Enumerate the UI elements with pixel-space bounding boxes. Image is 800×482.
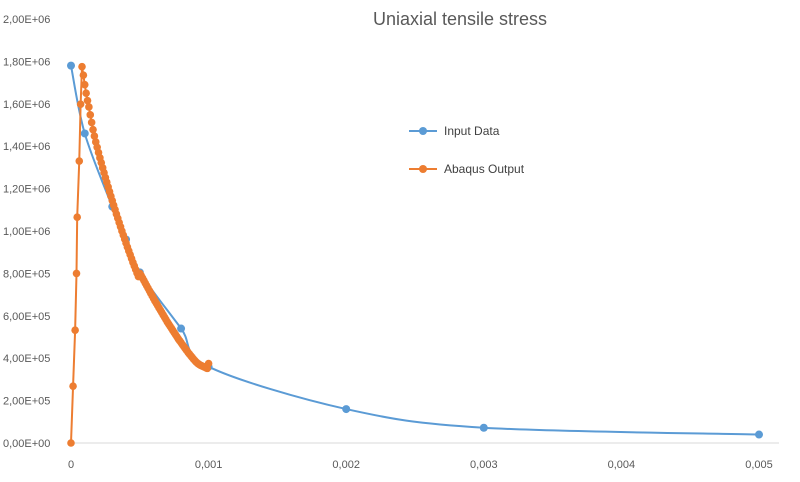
y-tick-label: 1,00E+06 <box>3 226 50 238</box>
legend-label: Input Data <box>444 124 500 138</box>
data-point <box>80 129 89 138</box>
data-point <box>72 269 81 278</box>
data-point <box>67 61 75 70</box>
x-tick-label: 0,002 <box>332 459 360 471</box>
data-point <box>73 213 81 222</box>
data-point <box>87 118 96 127</box>
series-2 <box>67 62 213 447</box>
x-tick-label: 0,005 <box>745 459 773 471</box>
data-point <box>755 430 763 439</box>
y-tick-labels: 0,00E+00 2,00E+05 4,00E+05 6,00E+05 8,00E+05… <box>3 14 50 450</box>
legend-item: Input Data <box>409 124 500 138</box>
y-tick-label: 8,00E+05 <box>3 268 50 280</box>
y-tick-label: 4,00E+05 <box>3 353 50 365</box>
data-point <box>76 100 85 109</box>
data-point <box>90 132 99 140</box>
y-tick-label: 0,00E+00 <box>3 438 50 450</box>
y-tick-label: 1,20E+06 <box>3 184 50 196</box>
x-tick-label: 0,001 <box>195 459 223 471</box>
legend-label: Abaqus Output <box>444 162 525 176</box>
data-point <box>89 125 97 134</box>
data-point <box>71 326 79 335</box>
data-point <box>80 80 89 89</box>
legend-marker <box>419 127 427 135</box>
data-point <box>83 96 92 105</box>
y-tick-label: 1,40E+06 <box>3 141 50 153</box>
series-line <box>70 65 760 436</box>
data-point <box>82 89 90 97</box>
data-point <box>86 111 95 119</box>
legend-item: Abaqus Output <box>409 162 525 176</box>
x-tick-label: 0,004 <box>608 459 636 471</box>
x-tick-label: 0,003 <box>470 459 498 471</box>
y-tick-label: 1,60E+06 <box>3 99 50 111</box>
data-point <box>75 157 84 165</box>
data-point <box>85 103 93 111</box>
data-point <box>342 405 351 414</box>
y-tick-label: 6,00E+05 <box>3 311 50 323</box>
legend: Input Data Abaqus Output <box>409 124 525 176</box>
y-tick-label: 2,00E+05 <box>3 396 50 408</box>
data-point <box>69 382 77 390</box>
data-point <box>67 439 75 447</box>
data-point <box>79 71 88 79</box>
x-tick-label: 0 <box>68 459 74 471</box>
data-point <box>479 423 488 432</box>
y-tick-label: 2,00E+06 <box>3 14 50 26</box>
data-point <box>78 62 86 71</box>
series-layer <box>67 61 763 447</box>
x-tick-labels: 0 0,001 0,002 0,003 0,004 0,005 <box>68 459 773 471</box>
legend-marker <box>419 165 427 173</box>
y-tick-label: 1,80E+06 <box>3 56 50 68</box>
series-1 <box>67 61 763 439</box>
data-point <box>204 359 213 368</box>
data-point <box>177 324 186 333</box>
chart-title: Uniaxial tensile stress <box>373 9 547 29</box>
